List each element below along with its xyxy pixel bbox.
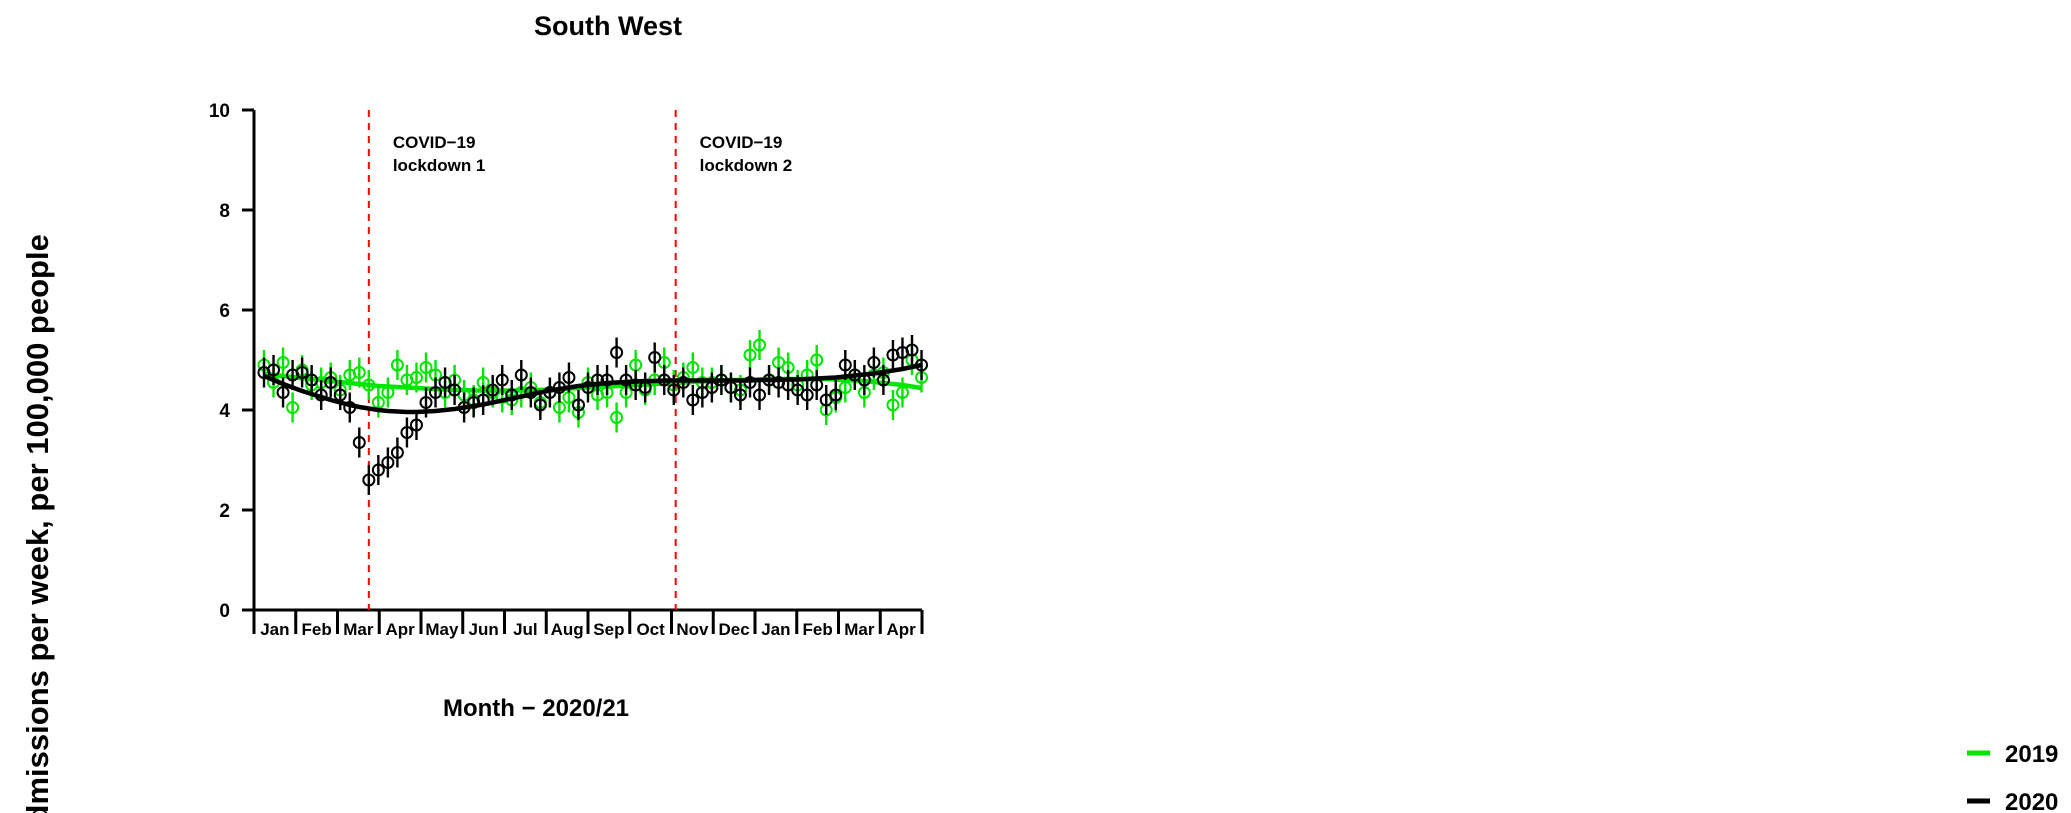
data-point bbox=[324, 376, 338, 389]
data-point bbox=[686, 361, 700, 374]
lockdown-label-line1: COVID−19 bbox=[393, 133, 476, 152]
data-point bbox=[390, 446, 404, 459]
data-point bbox=[276, 386, 290, 399]
x-tick-label: Nov bbox=[676, 620, 709, 639]
data-point bbox=[562, 371, 576, 384]
lockdown-annotations: COVID−19 lockdown 1 COVID−19 lockdown 2 bbox=[367, 110, 793, 610]
x-tick-label: Jan bbox=[260, 620, 289, 639]
x-tick-label: Mar bbox=[844, 620, 875, 639]
data-point bbox=[905, 343, 919, 357]
data-point bbox=[886, 398, 900, 412]
data-point bbox=[571, 398, 585, 412]
data-point bbox=[400, 426, 414, 439]
y-tick-label: 2 bbox=[219, 501, 230, 522]
data-point bbox=[371, 463, 385, 477]
data-point bbox=[648, 351, 662, 364]
data-point bbox=[390, 358, 404, 372]
x-tick-label: Aug bbox=[551, 620, 584, 639]
data-point bbox=[419, 361, 433, 374]
x-axis-label: Month − 2020/21 bbox=[443, 695, 629, 722]
data-point bbox=[600, 373, 614, 387]
y-axis-ticks: 0 2 4 6 8 10 bbox=[209, 101, 254, 622]
data-point bbox=[876, 373, 890, 387]
data-point bbox=[352, 366, 366, 379]
x-tick-label: Jul bbox=[513, 620, 538, 639]
chart-title: South West bbox=[534, 11, 682, 41]
data-point bbox=[838, 358, 852, 372]
data-point bbox=[733, 388, 747, 402]
lockdown-label-line1: COVID−19 bbox=[700, 133, 783, 152]
data-point bbox=[438, 376, 452, 389]
data-point bbox=[743, 348, 757, 362]
data-point bbox=[362, 473, 376, 487]
legend-label: 2019 bbox=[2005, 741, 2058, 768]
lockdown-label-line2: lockdown 1 bbox=[393, 156, 486, 175]
x-tick-label: May bbox=[425, 620, 459, 639]
y-tick-label: 0 bbox=[219, 601, 230, 622]
x-tick-label: Apr bbox=[886, 620, 916, 639]
y-tick-label: 4 bbox=[219, 401, 230, 422]
data-point bbox=[667, 383, 681, 397]
x-tick-label: Apr bbox=[385, 620, 415, 639]
series-2020 bbox=[257, 335, 929, 495]
data-point bbox=[610, 411, 624, 424]
x-tick-label: Sep bbox=[593, 620, 624, 639]
data-point bbox=[286, 401, 300, 414]
data-point bbox=[610, 346, 624, 359]
y-axis-label: Admissions per week, per 100,000 people bbox=[20, 234, 55, 813]
x-tick-label: Jan bbox=[761, 620, 790, 639]
data-point bbox=[486, 383, 500, 397]
x-axis-ticks: Jan Feb Mar Apr May Jun Jul Aug Sep Oct Nov Dec Jan F… bbox=[252, 610, 924, 639]
data-point bbox=[810, 353, 824, 367]
data-point bbox=[267, 363, 281, 377]
data-point bbox=[800, 388, 814, 402]
data-point bbox=[305, 373, 319, 387]
y-tick-label: 8 bbox=[219, 201, 230, 222]
data-point bbox=[419, 396, 433, 409]
data-point bbox=[429, 386, 443, 399]
lockdown-label-line2: lockdown 2 bbox=[700, 156, 793, 175]
data-point bbox=[867, 356, 881, 369]
data-point bbox=[352, 436, 366, 449]
data-point bbox=[448, 383, 462, 397]
y-tick-label: 6 bbox=[219, 301, 230, 322]
data-point bbox=[295, 366, 309, 379]
data-point bbox=[514, 368, 528, 382]
data-point bbox=[381, 456, 395, 469]
x-tick-label: Dec bbox=[719, 620, 750, 639]
data-point bbox=[276, 356, 290, 369]
data-point bbox=[533, 398, 547, 412]
data-point bbox=[753, 388, 767, 402]
data-point bbox=[753, 338, 767, 352]
data-point bbox=[495, 373, 509, 387]
data-series bbox=[257, 330, 929, 495]
x-tick-label: Mar bbox=[343, 620, 374, 639]
y-tick-label: 10 bbox=[209, 101, 230, 122]
legend: 2019 2020 bbox=[1967, 741, 2058, 813]
x-tick-label: Feb bbox=[803, 620, 833, 639]
data-point bbox=[409, 418, 423, 432]
data-point bbox=[409, 371, 423, 384]
x-tick-label: Feb bbox=[302, 620, 332, 639]
x-tick-label: Oct bbox=[636, 620, 665, 639]
legend-label: 2020 bbox=[2005, 789, 2058, 813]
x-tick-label: Jun bbox=[469, 620, 499, 639]
data-point bbox=[829, 388, 843, 402]
data-point bbox=[686, 393, 700, 407]
trend-line bbox=[263, 362, 922, 415]
